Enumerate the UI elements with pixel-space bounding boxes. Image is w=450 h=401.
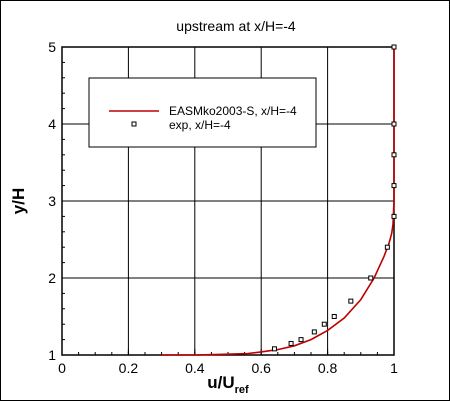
x-tick-label: 0.4 bbox=[185, 360, 205, 376]
legend-marker-swatch bbox=[132, 122, 136, 126]
x-tick-label: 0.2 bbox=[119, 360, 139, 376]
legend-label: EASMko2003-S, x/H=-4 bbox=[169, 104, 297, 118]
data-point bbox=[385, 245, 389, 249]
x-tick-label: 0.8 bbox=[318, 360, 338, 376]
data-point bbox=[369, 276, 373, 280]
legend-label: exp, x/H=-4 bbox=[169, 118, 231, 132]
data-point bbox=[349, 299, 353, 303]
data-point bbox=[392, 214, 396, 218]
y-tick-label: 4 bbox=[48, 116, 56, 132]
data-point bbox=[312, 330, 316, 334]
x-tick-label: 1 bbox=[390, 360, 398, 376]
y-tick-label: 3 bbox=[48, 193, 56, 209]
y-tick-label: 1 bbox=[48, 347, 56, 363]
data-point bbox=[299, 338, 303, 342]
y-axis-label: y/H bbox=[9, 188, 28, 214]
data-point bbox=[392, 153, 396, 157]
x-tick-label: 0 bbox=[58, 360, 66, 376]
chart-title: upstream at x/H=-4 bbox=[176, 18, 296, 34]
data-point bbox=[392, 45, 396, 49]
data-point bbox=[392, 122, 396, 126]
data-point bbox=[332, 315, 336, 319]
x-tick-label: 0.6 bbox=[251, 360, 271, 376]
y-tick-label: 5 bbox=[48, 39, 56, 55]
data-point bbox=[392, 184, 396, 188]
data-point bbox=[322, 322, 326, 326]
x-axis-label: u/Uref bbox=[207, 373, 249, 396]
data-point bbox=[289, 341, 293, 345]
data-point bbox=[272, 347, 276, 351]
y-tick-label: 2 bbox=[48, 270, 56, 286]
